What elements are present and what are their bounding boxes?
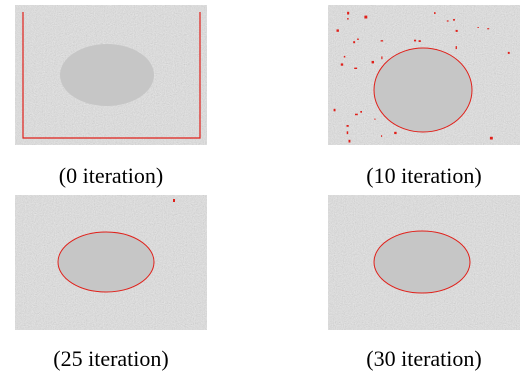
contour-fragment (334, 109, 336, 112)
contour-fragment (341, 63, 343, 65)
caption: (10 iteration) (366, 163, 481, 188)
contour-fragment (419, 40, 421, 42)
panel-2 (15, 195, 207, 330)
contour-fragment (508, 52, 510, 54)
contour-fragment (173, 199, 175, 202)
contour-fragment (353, 41, 355, 43)
page: (0 iteration) (10 iteration) (25 iterati… (0, 0, 521, 382)
caption: (30 iteration) (366, 346, 481, 371)
contour-fragment (394, 132, 396, 134)
contour-fragment (434, 12, 436, 14)
panel-3 (328, 195, 520, 330)
contour-fragment (381, 135, 382, 137)
contour-fragment (490, 137, 493, 140)
contour-fragment (364, 16, 367, 19)
contour-fragment (456, 30, 458, 32)
panel-0 (15, 5, 207, 145)
contour-fragment (381, 56, 382, 59)
contour-fragment (349, 140, 351, 143)
panel-1 (328, 5, 520, 145)
contour-fragment (337, 29, 339, 31)
contour-fragment (360, 111, 362, 113)
contour-fragment (381, 40, 384, 41)
contour-fragment (344, 56, 346, 58)
contour-fragment (357, 39, 359, 40)
object-contour (374, 48, 472, 132)
contour-fragment (347, 125, 349, 127)
contour-fragment (478, 27, 479, 28)
contour-fragment (487, 28, 489, 29)
object (60, 44, 154, 106)
contour-fragment (372, 61, 374, 64)
contour-fragment (456, 46, 457, 49)
contour-fragment (414, 40, 416, 42)
contour-fragment (447, 20, 449, 21)
contour-fragment (374, 119, 375, 120)
contour-fragment (354, 68, 357, 69)
caption: (25 iteration) (53, 346, 168, 371)
contour-fragment (347, 131, 349, 134)
object-contour (58, 232, 154, 292)
figure: (0 iteration) (10 iteration) (25 iterati… (0, 0, 521, 382)
caption: (0 iteration) (59, 163, 163, 188)
contour-fragment (347, 12, 349, 15)
contour-fragment (347, 18, 348, 20)
contour-fragment (355, 114, 358, 116)
contour-fragment (453, 19, 455, 21)
object-contour (374, 231, 470, 293)
